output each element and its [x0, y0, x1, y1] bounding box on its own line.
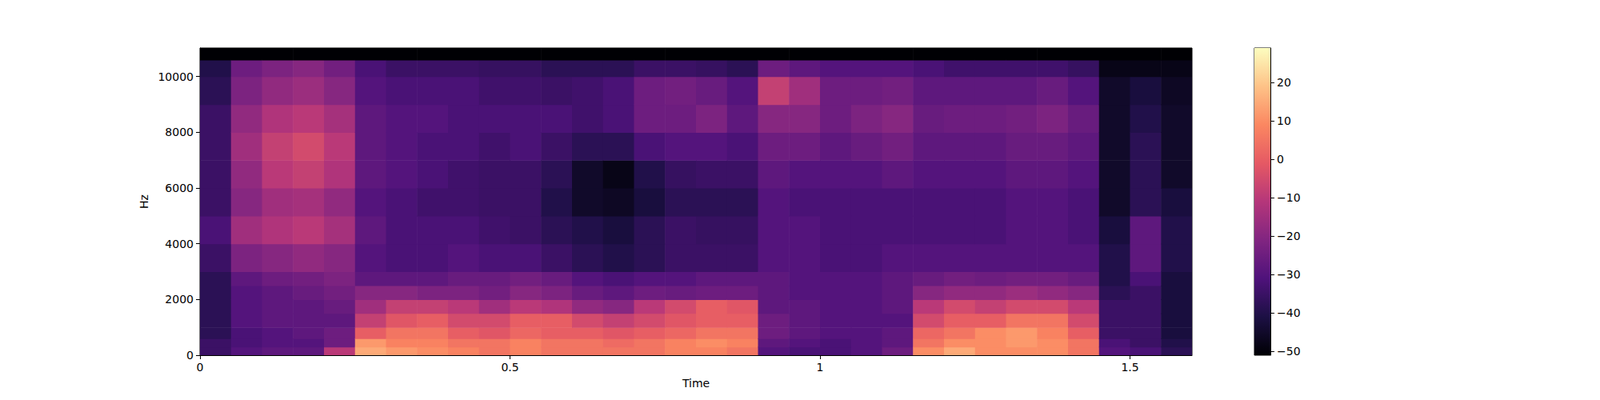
svg-text:−10: −10 [1276, 191, 1301, 204]
svg-text:1.5: 1.5 [1120, 360, 1139, 374]
svg-text:20: 20 [1276, 76, 1292, 89]
svg-text:−30: −30 [1276, 268, 1301, 281]
svg-text:4000: 4000 [164, 237, 194, 251]
svg-text:8000: 8000 [164, 125, 194, 139]
svg-text:0.5: 0.5 [500, 360, 519, 374]
svg-text:0: 0 [1276, 152, 1284, 166]
svg-text:−40: −40 [1276, 306, 1301, 320]
svg-text:Time: Time [681, 376, 710, 390]
svg-text:−50: −50 [1276, 344, 1301, 358]
svg-text:−20: −20 [1276, 229, 1301, 243]
svg-text:0: 0 [186, 348, 194, 362]
svg-text:1: 1 [816, 360, 824, 374]
svg-text:10: 10 [1276, 114, 1292, 128]
svg-text:Hz: Hz [137, 194, 151, 209]
svg-text:2000: 2000 [164, 292, 194, 306]
svg-text:10000: 10000 [157, 70, 194, 84]
svg-text:6000: 6000 [164, 181, 194, 195]
svg-text:0: 0 [196, 360, 204, 374]
